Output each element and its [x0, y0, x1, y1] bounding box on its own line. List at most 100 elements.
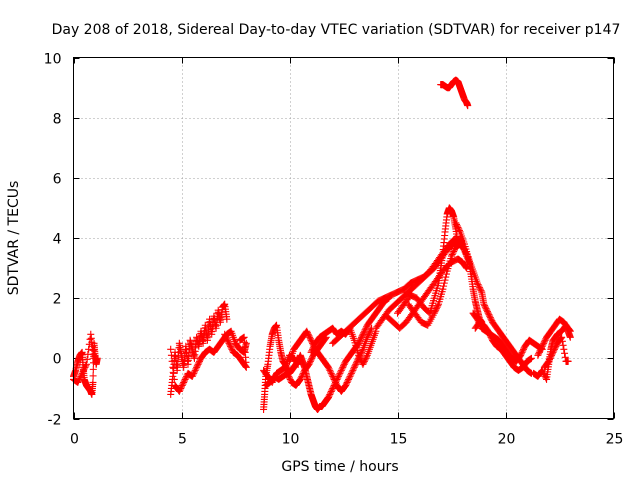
data-point: [188, 372, 196, 380]
data-point: [432, 306, 440, 314]
data-point: [552, 342, 560, 350]
data-point: [548, 350, 556, 358]
data-points: [70, 76, 574, 413]
data-point: [541, 336, 549, 344]
data-point: [538, 342, 546, 350]
data-point: [325, 392, 333, 400]
data-point: [326, 390, 334, 398]
data-point: [194, 360, 202, 368]
y-tick-label: 0: [53, 352, 62, 368]
data-point: [566, 333, 574, 341]
data-point: [193, 363, 201, 371]
data-point: [177, 384, 185, 392]
data-point: [180, 377, 188, 385]
data-point: [481, 302, 489, 310]
data-point: [309, 345, 317, 353]
data-point: [329, 384, 337, 392]
data-point: [455, 226, 463, 234]
data-point: [344, 377, 352, 385]
data-point: [464, 102, 472, 110]
data-point: [336, 369, 344, 377]
data-point: [169, 363, 177, 371]
data-point: [304, 330, 312, 338]
data-point: [268, 378, 276, 386]
data-point: [434, 302, 442, 310]
data-point: [551, 344, 559, 352]
data-point: [349, 366, 357, 374]
data-point: [346, 372, 354, 380]
data-point: [474, 281, 482, 289]
data-point: [324, 363, 332, 371]
data-point: [440, 279, 448, 287]
plot-frame: [73, 57, 614, 419]
data-point: [473, 279, 481, 287]
data-point: [477, 287, 485, 295]
data-point: [360, 329, 368, 337]
data-point: [547, 353, 555, 361]
data-point: [487, 333, 495, 341]
data-point: [269, 377, 277, 385]
data-point: [548, 351, 556, 359]
data-point: [82, 362, 90, 370]
data-point: [196, 357, 203, 365]
data-point: [308, 347, 316, 355]
data-point: [431, 308, 439, 316]
data-point: [327, 368, 335, 376]
data-point: [298, 371, 306, 379]
data-point: [517, 351, 525, 359]
data-point: [482, 305, 490, 313]
data-point: [328, 386, 336, 394]
data-point: [359, 360, 367, 368]
data-point: [539, 341, 547, 349]
data-point: [520, 345, 527, 353]
data-point: [77, 372, 85, 380]
axis-ticks: [73, 57, 615, 420]
data-point: [90, 354, 98, 362]
data-point: [485, 329, 493, 337]
y-tick-label: 10: [44, 52, 62, 68]
data-point: [355, 351, 363, 359]
data-point: [476, 285, 484, 293]
data-point: [296, 375, 304, 383]
x-tick-label: 25: [606, 432, 624, 448]
data-point: [355, 353, 363, 361]
data-point: [80, 366, 88, 374]
data-point: [361, 326, 369, 334]
data-point: [328, 371, 336, 379]
data-point: [189, 371, 197, 379]
data-point: [221, 332, 229, 340]
data-point: [89, 372, 97, 380]
data-point: [170, 369, 178, 377]
data-point: [190, 369, 198, 377]
data-point: [236, 336, 244, 344]
data-point: [77, 371, 85, 379]
data-point: [334, 372, 342, 380]
data-point: [223, 315, 231, 323]
data-point: [452, 219, 460, 227]
x-axis-label: GPS time / hours: [281, 459, 398, 475]
data-point: [342, 381, 350, 389]
data-point: [560, 345, 568, 353]
data-point: [486, 330, 494, 338]
data-point: [546, 354, 554, 362]
data-point: [486, 312, 494, 320]
data-point: [178, 383, 185, 391]
data-point: [342, 380, 350, 388]
y-tick-label: 2: [53, 292, 62, 308]
data-point: [537, 345, 545, 353]
data-point: [475, 282, 483, 290]
data-point: [558, 333, 566, 341]
data-point: [303, 327, 311, 335]
data-point: [350, 363, 358, 371]
data-point: [352, 360, 360, 368]
data-point: [561, 349, 569, 357]
data-point: [175, 387, 183, 395]
data-point: [81, 363, 89, 371]
data-point: [227, 344, 235, 352]
y-tick-labels: -2 0 2 4 6 8 10: [44, 52, 62, 429]
data-point: [540, 339, 548, 347]
data-point: [450, 248, 458, 256]
data-point: [340, 362, 347, 370]
data-point: [309, 344, 317, 352]
data-point: [361, 356, 369, 364]
